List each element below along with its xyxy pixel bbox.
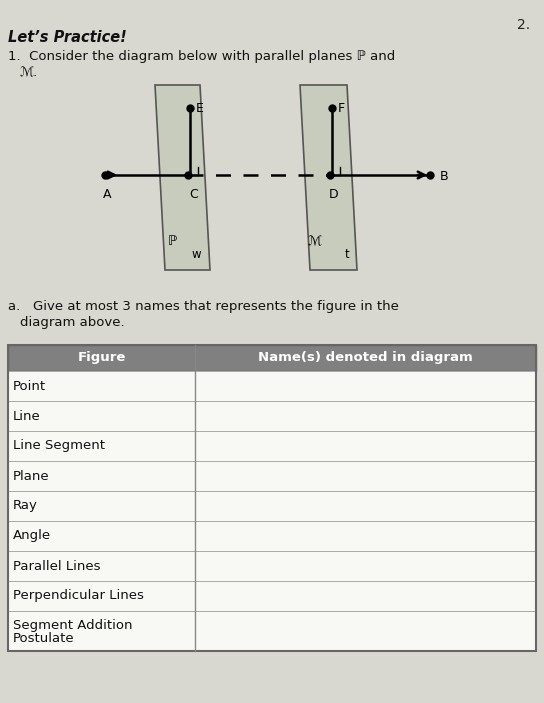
Bar [8,521,195,551]
Text: F: F [338,103,345,115]
Text: ℳ: ℳ [308,235,322,248]
Bar [8,611,195,651]
Bar [195,581,536,611]
Text: Postulate: Postulate [13,631,75,645]
Text: Segment Addition: Segment Addition [13,619,133,631]
Text: Figure: Figure [77,352,126,364]
Text: D: D [329,188,339,201]
Polygon shape [155,85,210,270]
Text: w: w [192,248,202,261]
Text: 1.  Consider the diagram below with parallel planes ℙ and: 1. Consider the diagram below with paral… [8,50,395,63]
Text: ℳ.: ℳ. [20,66,38,79]
Bar [8,491,195,521]
Text: B: B [440,169,449,183]
Bar [195,611,536,651]
Bar [8,345,536,371]
Bar [8,371,195,401]
Text: Line: Line [13,410,41,423]
Bar [8,551,195,581]
Text: Ray: Ray [13,500,38,512]
Text: t: t [345,248,350,261]
Text: diagram above.: diagram above. [20,316,125,329]
Text: Line Segment: Line Segment [13,439,105,453]
Bar [195,461,536,491]
Bar [8,345,536,651]
Bar [8,461,195,491]
Text: Perpendicular Lines: Perpendicular Lines [13,590,144,602]
Text: Name(s) denoted in diagram: Name(s) denoted in diagram [258,352,473,364]
Text: ℙ: ℙ [168,235,177,248]
Bar [195,401,536,431]
Bar [195,521,536,551]
Text: Let’s Practice!: Let’s Practice! [8,30,127,45]
Text: C: C [190,188,199,201]
Bar [195,371,536,401]
Text: Parallel Lines: Parallel Lines [13,560,101,572]
Text: 2.: 2. [517,18,530,32]
Text: a.   Give at most 3 names that represents the figure in the: a. Give at most 3 names that represents … [8,300,399,313]
Text: E: E [196,103,204,115]
Bar [8,581,195,611]
Polygon shape [300,85,357,270]
Text: Point: Point [13,380,46,392]
Text: Plane: Plane [13,470,50,482]
Bar [195,491,536,521]
Text: A: A [103,188,112,201]
Bar [8,401,195,431]
Bar [8,431,195,461]
Bar [195,431,536,461]
Bar [195,551,536,581]
Text: Angle: Angle [13,529,51,543]
